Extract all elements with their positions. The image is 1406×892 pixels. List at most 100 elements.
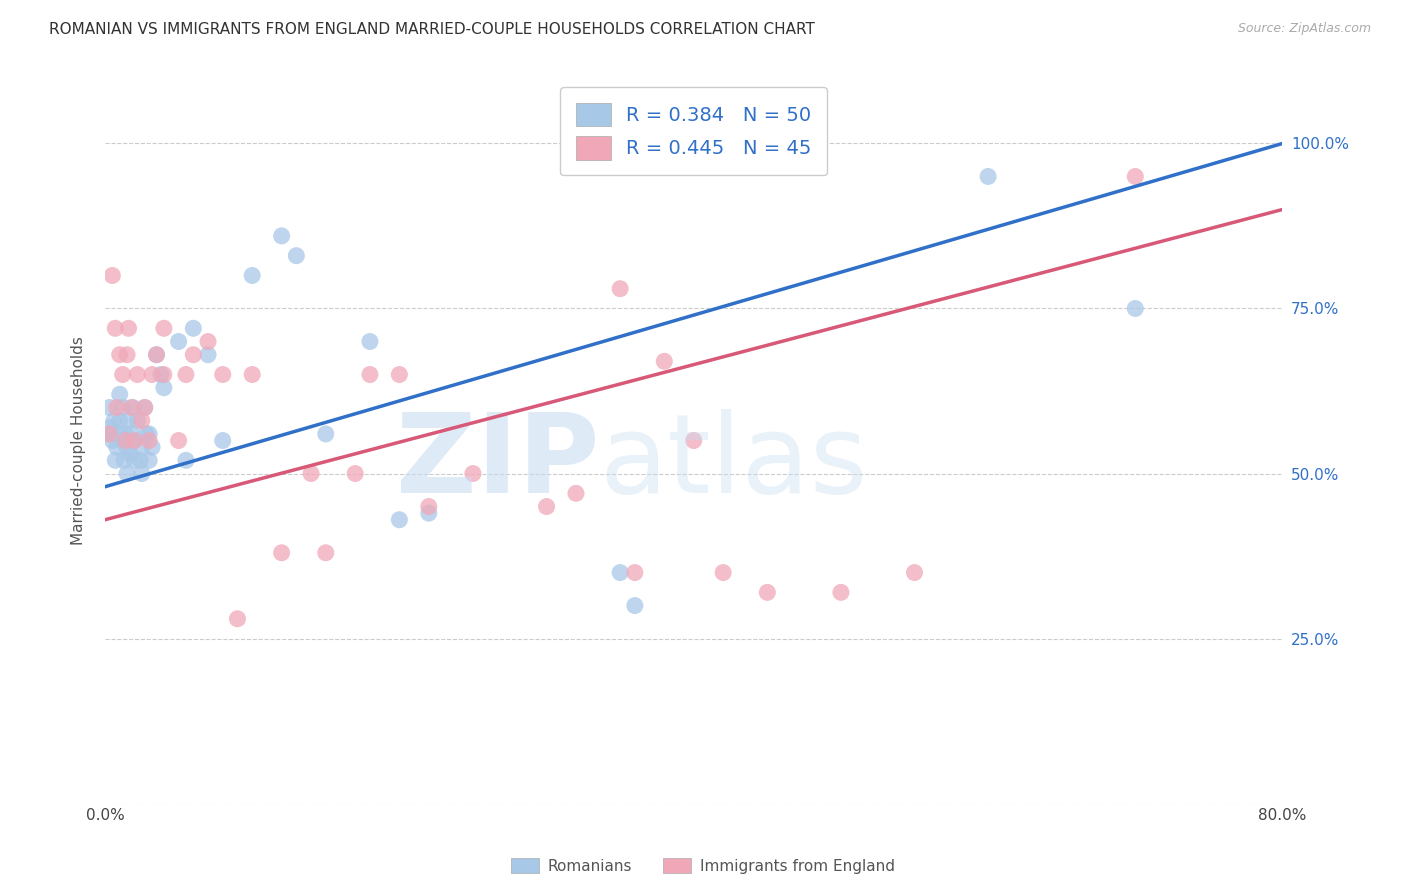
Text: ROMANIAN VS IMMIGRANTS FROM ENGLAND MARRIED-COUPLE HOUSEHOLDS CORRELATION CHART: ROMANIAN VS IMMIGRANTS FROM ENGLAND MARR… — [49, 22, 815, 37]
Point — [830, 585, 852, 599]
Point — [117, 414, 139, 428]
Point — [107, 426, 129, 441]
Point — [108, 348, 131, 362]
Point — [240, 268, 263, 283]
Point — [299, 467, 322, 481]
Point — [359, 368, 381, 382]
Point — [129, 453, 152, 467]
Point — [97, 426, 120, 441]
Point — [104, 453, 127, 467]
Point — [174, 453, 197, 467]
Point — [418, 500, 440, 514]
Point — [127, 414, 149, 428]
Point — [565, 486, 588, 500]
Point — [134, 401, 156, 415]
Point — [285, 249, 308, 263]
Point — [270, 228, 292, 243]
Point — [111, 368, 134, 382]
Point — [108, 414, 131, 428]
Point — [197, 334, 219, 349]
Point — [153, 381, 176, 395]
Point — [181, 348, 204, 362]
Point — [114, 434, 136, 448]
Point — [104, 321, 127, 335]
Point — [112, 453, 135, 467]
Point — [536, 500, 558, 514]
Point — [711, 566, 734, 580]
Point — [138, 426, 160, 441]
Point — [105, 440, 128, 454]
Point — [652, 354, 675, 368]
Point — [270, 546, 292, 560]
Point — [114, 426, 136, 441]
Point — [388, 368, 411, 382]
Point — [121, 426, 143, 441]
Point — [197, 348, 219, 362]
Point — [167, 434, 190, 448]
Y-axis label: Married-couple Households: Married-couple Households — [72, 336, 86, 545]
Text: Source: ZipAtlas.com: Source: ZipAtlas.com — [1237, 22, 1371, 36]
Point — [141, 440, 163, 454]
Point — [682, 434, 704, 448]
Point — [609, 566, 631, 580]
Point — [226, 612, 249, 626]
Point — [98, 401, 121, 415]
Text: atlas: atlas — [599, 409, 868, 516]
Legend: R = 0.384   N = 50, R = 0.445   N = 45: R = 0.384 N = 50, R = 0.445 N = 45 — [560, 87, 827, 176]
Point — [111, 434, 134, 448]
Point — [149, 368, 172, 382]
Point — [145, 348, 167, 362]
Point — [174, 368, 197, 382]
Point — [124, 434, 146, 448]
Point — [181, 321, 204, 335]
Point — [388, 513, 411, 527]
Point — [101, 268, 124, 283]
Point — [418, 506, 440, 520]
Point — [134, 401, 156, 415]
Point — [153, 321, 176, 335]
Point — [461, 467, 484, 481]
Point — [1123, 169, 1146, 184]
Point — [118, 447, 141, 461]
Point — [131, 414, 153, 428]
Point — [131, 440, 153, 454]
Point — [624, 566, 647, 580]
Point — [756, 585, 779, 599]
Point — [138, 434, 160, 448]
Text: ZIP: ZIP — [396, 409, 599, 516]
Point — [240, 368, 263, 382]
Point — [135, 426, 157, 441]
Point — [344, 467, 367, 481]
Point — [100, 420, 122, 434]
Point — [315, 426, 337, 441]
Point — [103, 414, 125, 428]
Point — [211, 434, 233, 448]
Point — [211, 368, 233, 382]
Point — [124, 434, 146, 448]
Point — [145, 348, 167, 362]
Point — [121, 401, 143, 415]
Point — [122, 401, 145, 415]
Legend: Romanians, Immigrants from England: Romanians, Immigrants from England — [505, 852, 901, 880]
Point — [101, 434, 124, 448]
Point — [115, 467, 138, 481]
Point — [117, 321, 139, 335]
Point — [167, 334, 190, 349]
Point — [127, 368, 149, 382]
Point — [141, 368, 163, 382]
Point — [115, 440, 138, 454]
Point — [111, 401, 134, 415]
Point — [124, 453, 146, 467]
Point — [359, 334, 381, 349]
Point — [138, 453, 160, 467]
Point — [609, 282, 631, 296]
Point — [108, 387, 131, 401]
Point — [105, 401, 128, 415]
Point — [131, 467, 153, 481]
Point — [98, 426, 121, 441]
Point — [315, 546, 337, 560]
Point — [624, 599, 647, 613]
Point — [903, 566, 925, 580]
Point — [1123, 301, 1146, 316]
Point — [153, 368, 176, 382]
